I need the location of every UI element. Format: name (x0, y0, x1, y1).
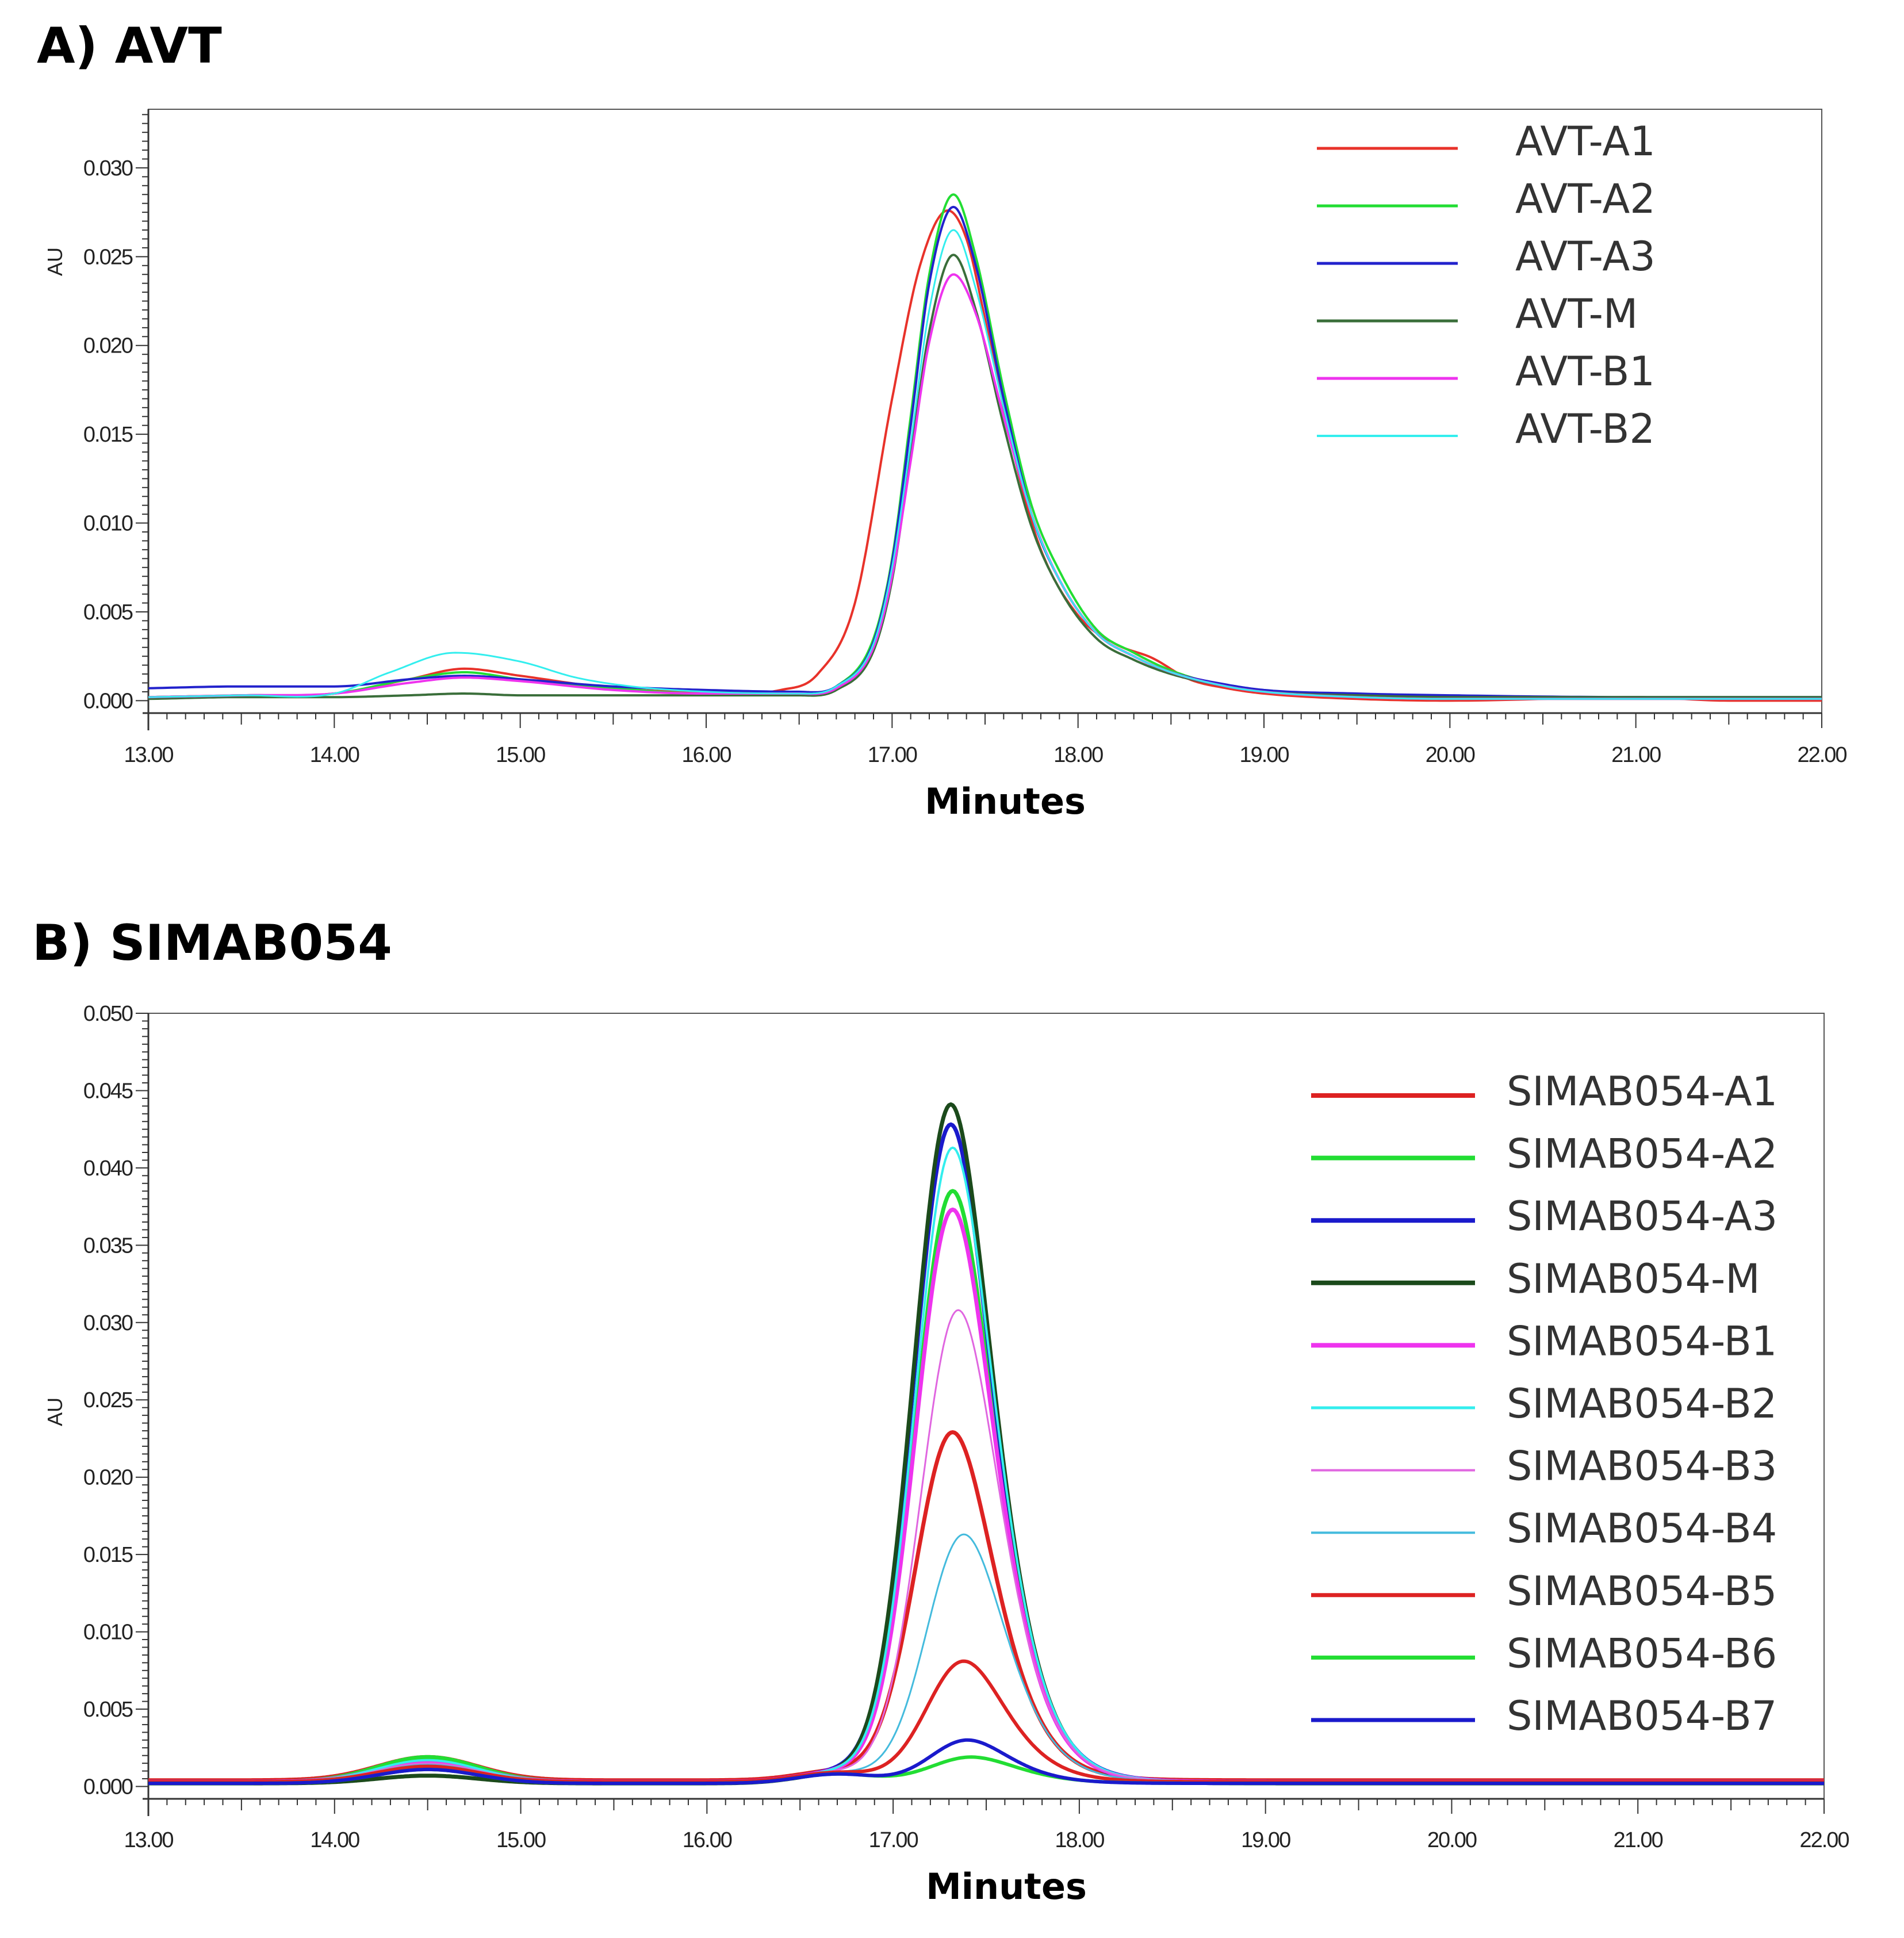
y-tick-label: 0.005 (83, 600, 133, 625)
x-tick-label: 19.00 (1239, 743, 1289, 767)
legend-label: SIMAB054-A3 (1507, 1193, 1777, 1240)
x-axis-title: Minutes (925, 780, 1086, 822)
chart-a: 13.00 14.00 15.00 16.00 17.00 18.00 19.00 20.00… (43, 109, 1848, 822)
legend-label: SIMAB054-B5 (1507, 1568, 1777, 1615)
panel-b-title: B) SIMAB054 (32, 914, 392, 972)
legend-label: AVT-A3 (1515, 233, 1656, 280)
legend-label: AVT-A2 (1515, 175, 1656, 223)
legend-label: SIMAB054-B7 (1507, 1692, 1777, 1740)
panel-a-title: A) AVT (37, 17, 222, 75)
x-tick-label: 18.00 (1055, 1828, 1104, 1852)
x-tick-label: 20.00 (1427, 1828, 1477, 1852)
legend-label: AVT-B2 (1515, 405, 1655, 453)
y-axis-title: AU (43, 247, 67, 276)
legend-label: AVT-M (1515, 290, 1638, 338)
y-tick-label: 0.010 (83, 512, 133, 536)
x-tick-label: 13.00 (124, 743, 173, 767)
x-tick-label: 18.00 (1053, 743, 1103, 767)
x-tick-label: 15.00 (496, 1828, 546, 1852)
y-tick-label: 0.005 (83, 1698, 133, 1722)
series-line-SIMAB054-B7 (148, 1738, 1824, 1786)
legend-label: SIMAB054-A2 (1507, 1131, 1777, 1178)
x-tick-label: 20.00 (1426, 743, 1475, 767)
y-tick-label: 0.015 (83, 423, 133, 447)
x-tick-label: 13.00 (124, 1828, 173, 1852)
legend-label: SIMAB054-B6 (1507, 1630, 1777, 1677)
x-tick-label: 17.00 (868, 743, 917, 767)
y-tick-label: 0.020 (83, 1466, 133, 1490)
y-tick-label: 0.025 (83, 1388, 133, 1412)
legend-label: AVT-B1 (1515, 348, 1655, 395)
legend-label: AVT-A1 (1515, 118, 1656, 165)
x-tick-label: 22.00 (1797, 743, 1846, 767)
x-tick-label: 17.00 (869, 1828, 918, 1852)
x-tick-label: 19.00 (1241, 1828, 1290, 1852)
series-line-AVT-B1 (148, 273, 1822, 700)
x-tick-label: 21.00 (1611, 743, 1661, 767)
y-axis-title: AU (43, 1397, 67, 1426)
series-line-AVT-A3 (148, 205, 1822, 699)
x-tick-label: 21.00 (1614, 1828, 1663, 1852)
x-tick-label: 14.00 (310, 743, 359, 767)
y-tick-label: 0.050 (83, 1002, 133, 1026)
chart-b: 13.00 14.00 15.00 16.00 17.00 18.00 19.00 20.00… (43, 1002, 1850, 1908)
y-tick-label: 0.030 (83, 156, 133, 181)
y-tick-label: 0.015 (83, 1543, 133, 1567)
y-tick-label: 0.040 (83, 1156, 133, 1181)
y-tick-label: 0.010 (83, 1621, 133, 1645)
series-line-AVT-A1 (148, 209, 1822, 702)
y-tick-label: 0.045 (83, 1079, 133, 1103)
y-tick-label: 0.030 (83, 1311, 133, 1335)
y-tick-label: 0.000 (83, 689, 133, 713)
legend-label: SIMAB054-B4 (1507, 1505, 1777, 1552)
y-tick-label: 0.000 (83, 1775, 133, 1799)
series-line-AVT-B2 (148, 229, 1822, 700)
x-tick-label: 15.00 (496, 743, 545, 767)
legend-label: SIMAB054-A1 (1507, 1068, 1777, 1115)
legend-label: SIMAB054-B2 (1507, 1380, 1777, 1427)
legend-label: SIMAB054-M (1507, 1255, 1760, 1303)
x-tick-label: 16.00 (681, 743, 731, 767)
y-tick-label: 0.025 (83, 245, 133, 269)
y-tick-label: 0.035 (83, 1234, 133, 1258)
x-tick-label: 14.00 (310, 1828, 359, 1852)
y-tick-label: 0.020 (83, 334, 133, 358)
x-tick-label: 22.00 (1799, 1828, 1849, 1852)
x-axis-title: Minutes (926, 1866, 1087, 1908)
x-tick-label: 16.00 (683, 1828, 732, 1852)
legend-label: SIMAB054-B3 (1507, 1443, 1777, 1490)
legend-label: SIMAB054-B1 (1507, 1317, 1777, 1365)
